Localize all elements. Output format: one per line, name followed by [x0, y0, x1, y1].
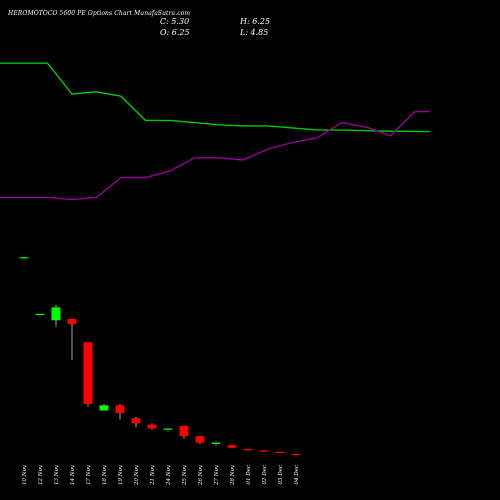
x-tick-label: 02 Dec [262, 465, 268, 485]
candle-body [51, 307, 61, 321]
candles [19, 257, 301, 456]
candle-body [19, 257, 29, 259]
overlay-line-2 [0, 110, 430, 201]
x-tick-label: 17 Nov [86, 464, 92, 485]
high-value: H: 6.25 [240, 17, 271, 26]
x-tick-label: 24 Nov [166, 464, 172, 486]
x-tick-label: 04 Dec [294, 465, 300, 485]
x-tick-label: 10 Nov [22, 464, 28, 485]
candle-body [259, 450, 269, 452]
x-tick-label: 21 Nov [150, 464, 156, 486]
x-tick-labels: 10 Nov 12 Nov 13 Nov 14 Nov 17 Nov 18 Nov 19 N… [22, 464, 300, 486]
overlay-lines [0, 62, 431, 201]
candle-body [131, 418, 141, 424]
x-tick-label: 13 Nov [54, 464, 60, 485]
x-tick-label: 14 Nov [70, 464, 76, 485]
x-tick-label: 20 Nov [134, 464, 140, 486]
candle-body [35, 313, 45, 316]
candle-body [179, 425, 189, 437]
candle-body [163, 428, 173, 430]
candle-body [83, 342, 93, 405]
low-value: L: 4.85 [240, 28, 269, 37]
candle-body [275, 451, 285, 453]
candle-body [211, 442, 221, 444]
x-tick-label: 25 Nov [182, 464, 188, 486]
candle-body [99, 405, 109, 411]
chart-title: HEROMOTOCO 5600 PE Options Chart MunafaS… [8, 10, 191, 17]
candle-body [115, 405, 125, 414]
close-value: C: 5.30 [160, 17, 190, 26]
x-tick-label: 01 Dec [246, 465, 252, 485]
x-tick-label: 26 Nov [198, 464, 204, 486]
x-tick-label: 28 Nov [230, 464, 236, 486]
x-tick-label: 27 Nov [214, 464, 220, 486]
candle-body [243, 449, 253, 451]
candle-body [291, 453, 301, 456]
x-tick-label: 12 Nov [38, 464, 44, 485]
candle-body [195, 436, 205, 443]
x-tick-label: 03 Dec [278, 465, 284, 485]
open-value: O: 6.25 [160, 28, 190, 37]
candle-body [227, 445, 237, 448]
x-tick-label: 18 Nov [102, 464, 108, 485]
overlay-line-1 [0, 62, 431, 133]
candle-body [147, 424, 157, 429]
candle-body [67, 318, 77, 325]
x-tick-label: 19 Nov [118, 464, 124, 485]
